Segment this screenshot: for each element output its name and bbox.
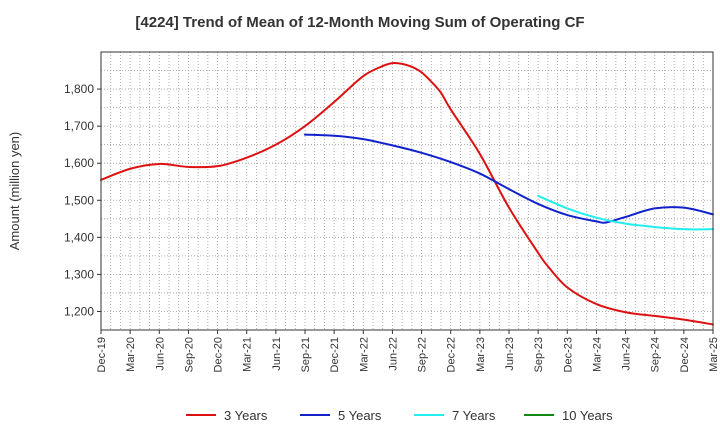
x-tick-label: Dec-20	[213, 337, 225, 372]
x-tick-label: Dec-19	[96, 337, 108, 372]
x-tick-label: Sep-20	[183, 337, 195, 372]
series-line-3-years	[100, 61, 714, 326]
x-tick-label: Mar-22	[358, 337, 370, 372]
y-tick-label: 1,200	[64, 304, 94, 318]
x-tick-label: Jun-21	[271, 337, 283, 371]
y-axis-label: Amount (million yen)	[7, 132, 22, 251]
x-tick-label: Jun-23	[504, 337, 516, 371]
y-tick-label: 1,400	[64, 230, 94, 244]
legend-label-10-years: 10 Years	[562, 408, 613, 423]
x-tick-label: Mar-20	[125, 337, 137, 372]
series-line-5-years	[304, 133, 714, 224]
y-axis-ticks: 1,200 1,300 1,400 1,500 1,600 1,700 1,800	[64, 82, 101, 318]
series-layer	[100, 61, 714, 326]
x-tick-label: Jun-22	[387, 337, 399, 371]
x-axis-ticks: Dec-19 Mar-20 Jun-20 Sep-20 Dec-20 Mar-21 Jun-…	[96, 330, 720, 372]
y-tick-label: 1,700	[64, 119, 94, 133]
series-line-7-years	[537, 194, 714, 231]
x-tick-label: Dec-22	[446, 337, 458, 372]
y-tick-label: 1,500	[64, 193, 94, 207]
x-tick-label: Sep-24	[650, 337, 662, 372]
x-tick-label: Dec-24	[679, 337, 691, 372]
plot-frame	[100, 51, 714, 331]
x-tick-label: Mar-21	[242, 337, 254, 372]
grid	[101, 52, 713, 330]
plot-area	[101, 52, 713, 330]
x-tick-label: Dec-23	[562, 337, 574, 372]
legend-label-7-years: 7 Years	[452, 408, 496, 423]
legend-label-3-years: 3 Years	[224, 408, 268, 423]
x-tick-label: Jun-24	[621, 337, 633, 371]
legend-label-5-years: 5 Years	[338, 408, 382, 423]
y-tick-label: 1,600	[64, 156, 94, 170]
x-tick-label: Sep-21	[300, 337, 312, 372]
y-tick-label: 1,800	[64, 82, 94, 96]
chart-title: [4224] Trend of Mean of 12-Month Moving …	[135, 14, 585, 31]
x-tick-label: Sep-22	[417, 337, 429, 372]
x-tick-label: Mar-23	[475, 337, 487, 372]
x-tick-label: Jun-20	[154, 337, 166, 371]
legend: 3 Years 5 Years 7 Years 10 Years	[186, 408, 613, 423]
x-tick-label: Mar-25	[708, 337, 720, 372]
x-tick-label: Dec-21	[329, 337, 341, 372]
y-tick-label: 1,300	[64, 267, 94, 281]
x-tick-label: Mar-24	[591, 337, 603, 372]
x-tick-label: Sep-23	[533, 337, 545, 372]
